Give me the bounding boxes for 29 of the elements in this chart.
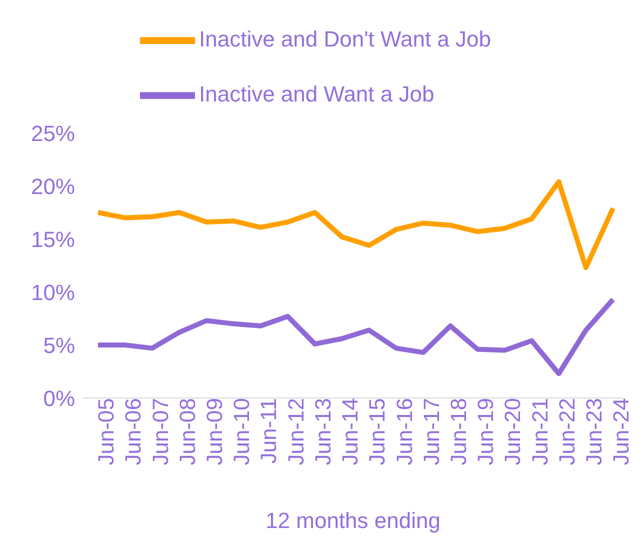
y-tick-label: 10%	[30, 280, 75, 305]
y-tick-label: 15%	[30, 226, 75, 252]
x-tick-label: Jun-07	[148, 398, 173, 466]
x-tick-label: Jun-13	[310, 398, 336, 466]
y-tick-label: 5%	[43, 332, 75, 358]
x-tick-label: Jun-10	[229, 398, 254, 466]
y-tick-label: 20%	[30, 174, 75, 199]
x-tick-label: Jun-11	[256, 398, 282, 464]
legend-label: Inactive and Don't Want a Job	[199, 26, 491, 52]
x-tick-label: Jun-18	[446, 398, 471, 466]
x-tick-label: Jun-21	[527, 398, 552, 466]
x-tick-label: Jun-16	[392, 398, 417, 466]
x-tick-label: Jun-09	[202, 398, 228, 466]
x-tick-label: Jun-05	[94, 398, 119, 466]
x-tick-label: Jun-23	[582, 398, 607, 466]
x-tick-label: Jun-24	[608, 398, 634, 466]
x-tick-label: Jun-12	[283, 398, 308, 466]
x-tick-label: Jun-14	[338, 398, 363, 466]
x-tick-label: Jun-15	[364, 398, 390, 466]
y-tick-label: 0%	[43, 386, 75, 411]
x-tick-label: Jun-06	[120, 398, 146, 466]
x-tick-label: Jun-08	[174, 398, 200, 466]
legend-label: Inactive and Want a Job	[199, 81, 434, 106]
x-tick-label: Jun-19	[473, 398, 498, 466]
y-tick-label: 25%	[30, 120, 75, 146]
x-axis-title: 12 months ending	[266, 508, 440, 533]
x-tick-label: Jun-22	[554, 398, 580, 466]
x-tick-label: Jun-20	[500, 398, 526, 466]
x-tick-label: Jun-17	[418, 398, 444, 466]
